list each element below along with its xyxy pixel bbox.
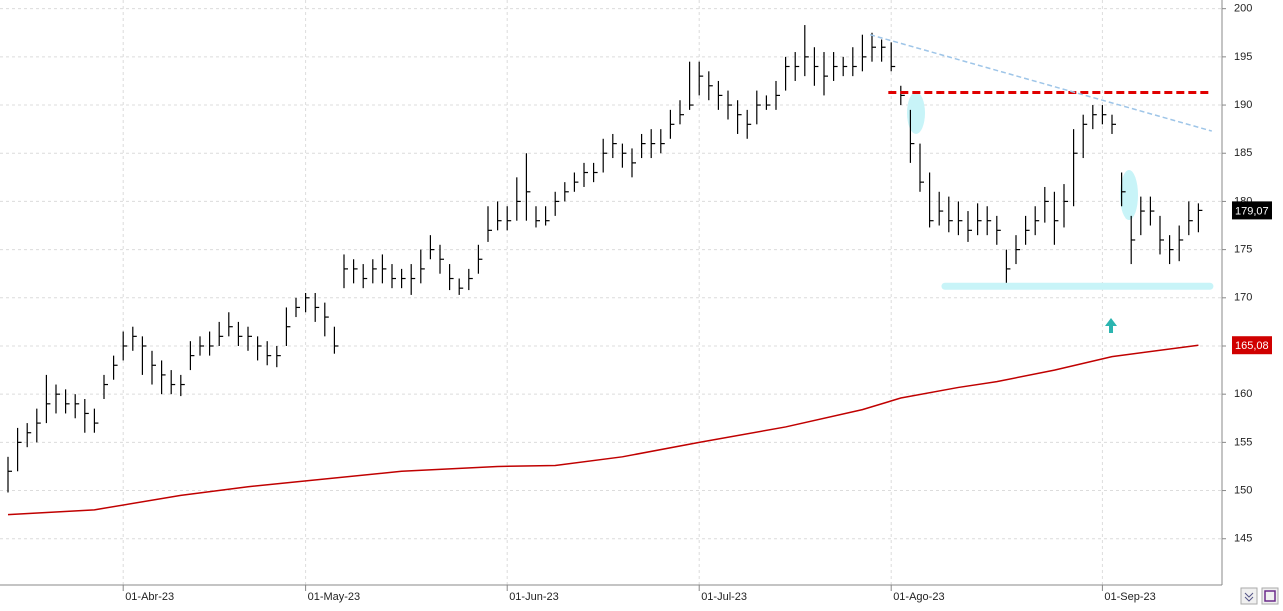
x-tick-label: 01-Jun-23 [509,591,559,603]
y-tick-label: 145 [1234,533,1252,545]
y-tick-label: 190 [1234,99,1252,111]
x-tick-label: 01-Abr-23 [125,591,174,603]
up-arrow [1105,318,1117,333]
scroll-button[interactable] [1240,587,1258,605]
x-tick-label: 01-Ago-23 [893,591,944,603]
x-tick-label: 01-Jul-23 [701,591,747,603]
x-tick-label: 01-May-23 [308,591,361,603]
save-button[interactable] [1261,587,1279,605]
y-tick-label: 200 [1234,3,1252,15]
price-tag [1232,336,1272,355]
highlight-ellipse [1120,170,1138,220]
y-tick-label: 150 [1234,484,1252,496]
moving-average [7,344,1199,516]
y-tick-label: 195 [1234,51,1252,63]
highlight-ellipse [907,92,925,134]
trendline [869,33,1213,132]
scroll-icon [1244,592,1254,602]
save-icon [1264,590,1276,602]
y-tick-label: 170 [1234,292,1252,304]
y-tick-label: 175 [1234,244,1252,256]
y-tick-label: 160 [1234,388,1252,400]
y-tick-label: 185 [1234,147,1252,159]
price-tag-label: 165,08 [1235,340,1269,352]
y-tick-label: 155 [1234,436,1252,448]
x-tick-label: 01-Sep-23 [1104,591,1155,603]
price-tag [1232,201,1272,220]
price-tag-label: 179,07 [1235,205,1269,217]
